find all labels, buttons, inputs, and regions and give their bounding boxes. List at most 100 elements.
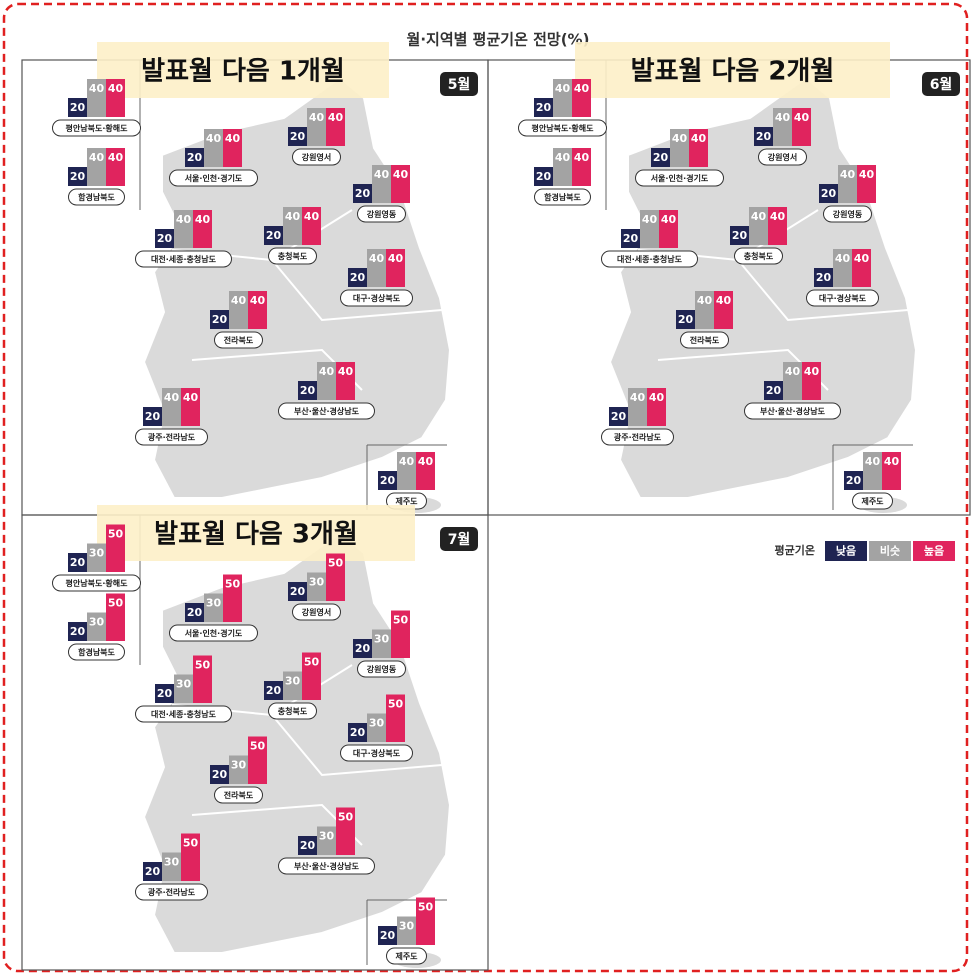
bar	[372, 629, 391, 658]
region-label-bg	[169, 624, 258, 642]
bar-label: 40	[183, 391, 199, 404]
bar-label: 50	[393, 614, 409, 627]
bar-label: 20	[821, 187, 837, 200]
region-label-bg	[214, 331, 263, 349]
region-label-bg	[268, 702, 317, 720]
bar	[749, 207, 768, 245]
bar-label: 20	[157, 232, 173, 245]
bar-label: 40	[884, 455, 900, 468]
bar-label: 40	[649, 391, 665, 404]
bar-label: 20	[355, 187, 371, 200]
bar	[302, 652, 321, 700]
bar-label: 50	[418, 901, 434, 914]
region-label: 충청북도	[744, 251, 774, 261]
region-label: 평안남북도·황해도	[532, 123, 595, 133]
region-label-bg	[635, 169, 724, 187]
bar	[193, 655, 212, 703]
legend-swatch	[913, 541, 955, 561]
bar-label: 20	[266, 684, 282, 697]
bar	[223, 129, 242, 167]
bar-label: 50	[108, 597, 124, 610]
bar	[838, 165, 857, 203]
bar-label: 50	[328, 557, 344, 570]
bar	[210, 310, 229, 329]
bar	[647, 388, 666, 426]
bar	[367, 713, 386, 742]
bar-label: 40	[854, 252, 870, 265]
region-label: 대전·세종·충청남도	[617, 254, 683, 264]
bar	[298, 381, 317, 400]
bar-label: 20	[756, 130, 772, 143]
bar	[695, 291, 714, 329]
region-label: 강원영동	[367, 664, 397, 674]
region-label-bg	[823, 205, 872, 223]
bar	[87, 148, 106, 186]
bar-label: 20	[212, 768, 228, 781]
bar-label: 30	[369, 717, 385, 730]
bar-label: 40	[250, 294, 266, 307]
month-badge-bg	[440, 72, 478, 96]
bar	[819, 184, 838, 203]
bar	[193, 210, 212, 248]
bar-label: 40	[89, 151, 105, 164]
bar-label: 40	[865, 455, 881, 468]
region-label: 전라북도	[224, 790, 254, 800]
bar-label: 40	[859, 168, 875, 181]
region-label: 대전·세종·충청남도	[151, 709, 217, 719]
bar-label: 20	[536, 170, 552, 183]
bar	[621, 229, 640, 248]
bar	[87, 543, 106, 572]
region-label-bg	[135, 883, 208, 901]
region-label-bg	[278, 857, 375, 875]
bar-label: 40	[630, 391, 646, 404]
region-label-bg	[680, 331, 729, 349]
bar	[802, 362, 821, 400]
bar	[857, 165, 876, 203]
month-badge-bg	[440, 527, 478, 551]
month-badge-bg	[922, 72, 960, 96]
region-label: 충청북도	[278, 706, 308, 716]
bar	[378, 471, 397, 490]
bar	[317, 362, 336, 400]
region-label: 광주·전라남도	[148, 887, 196, 897]
bar-label: 20	[300, 384, 316, 397]
bar-label: 40	[309, 111, 325, 124]
bar-label: 40	[285, 210, 301, 223]
bar	[768, 207, 787, 245]
bar	[106, 593, 125, 641]
bar	[714, 291, 733, 329]
bar	[106, 524, 125, 572]
bar-label: 20	[187, 606, 203, 619]
region-label-bg	[340, 744, 413, 762]
region-label: 함경남북도	[78, 647, 115, 657]
bar-label: 20	[623, 232, 639, 245]
bar-label: 40	[369, 252, 385, 265]
bar-label: 20	[846, 474, 862, 487]
region-label: 부산·울산·경상남도	[294, 406, 360, 416]
bar-label: 50	[108, 528, 124, 541]
bar	[416, 897, 435, 945]
bar-label: 20	[653, 151, 669, 164]
region-label-bg	[214, 786, 263, 804]
region-label-bg	[52, 119, 141, 137]
bar	[298, 836, 317, 855]
bar-label: 40	[751, 210, 767, 223]
bar-label: 40	[89, 82, 105, 95]
bar-label: 50	[183, 837, 199, 850]
region-label: 서울·인천·경기도	[185, 173, 243, 183]
region-label-bg	[340, 289, 413, 307]
bar-label: 40	[418, 455, 434, 468]
bar	[264, 226, 283, 245]
bar-label: 40	[840, 168, 856, 181]
region-label-bg	[601, 428, 674, 446]
bar	[68, 622, 87, 641]
bar	[572, 148, 591, 186]
bar	[283, 671, 302, 700]
region-label: 광주·전라남도	[148, 432, 196, 442]
region-label: 제주도	[395, 496, 418, 506]
bar	[386, 249, 405, 287]
bar	[155, 229, 174, 248]
bar-label: 20	[350, 726, 366, 739]
legend-item: 비슷	[880, 544, 900, 558]
bar	[670, 129, 689, 167]
